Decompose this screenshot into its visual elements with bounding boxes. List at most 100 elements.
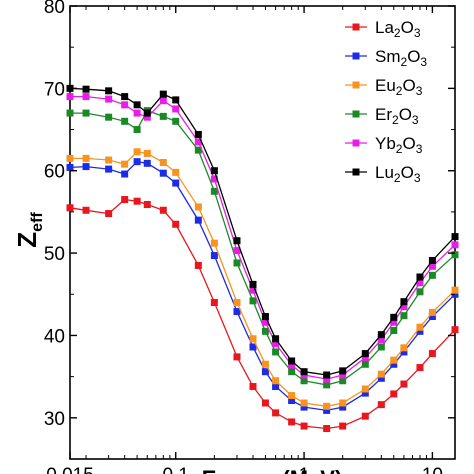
data-point xyxy=(272,348,280,356)
data-point xyxy=(288,368,296,376)
data-point xyxy=(82,154,90,162)
data-point xyxy=(172,105,180,113)
data-point xyxy=(272,409,280,417)
legend-label-subscript: 3 xyxy=(414,171,421,185)
data-point xyxy=(390,356,398,364)
data-point xyxy=(400,303,408,311)
y-axis-label-main: Z xyxy=(12,232,42,248)
legend-entry: Er2O3 xyxy=(345,105,419,127)
data-point xyxy=(288,357,296,365)
data-point xyxy=(210,239,218,247)
legend-entry: Lu2O3 xyxy=(345,163,421,185)
data-point xyxy=(233,247,241,255)
legend-label-subscript: 2 xyxy=(392,113,399,127)
data-point xyxy=(428,257,436,265)
data-point xyxy=(451,251,459,259)
data-point xyxy=(194,203,202,211)
legend-label-subscript: 3 xyxy=(416,142,423,156)
series-line xyxy=(70,151,456,407)
data-point xyxy=(249,335,257,343)
legend-label-text: Lu xyxy=(375,163,394,182)
data-point xyxy=(66,163,74,171)
legend-entry: Yb2O3 xyxy=(345,134,423,156)
data-point xyxy=(172,168,180,176)
data-point xyxy=(261,368,269,376)
y-tick-label: 80 xyxy=(44,0,65,18)
data-point xyxy=(361,350,369,358)
legend-label: Lu2O3 xyxy=(375,163,421,185)
data-point xyxy=(416,279,424,287)
data-point xyxy=(377,331,385,339)
data-point xyxy=(66,109,74,117)
data-point xyxy=(416,323,424,331)
data-point xyxy=(105,210,113,218)
series-la2o3 xyxy=(66,196,459,433)
legend-label-text: Er xyxy=(375,105,392,124)
data-point xyxy=(249,297,257,305)
x-tick-label: 10 xyxy=(422,465,443,474)
data-point xyxy=(233,237,241,245)
legend-entry: La2O3 xyxy=(345,18,421,40)
data-point xyxy=(400,298,408,306)
legend-marker xyxy=(352,52,360,60)
data-point xyxy=(82,93,90,101)
data-point xyxy=(82,85,90,93)
data-point xyxy=(339,403,347,411)
data-point xyxy=(272,340,280,348)
x-tick-label: 0.015 xyxy=(46,465,94,474)
legend-label: La2O3 xyxy=(375,18,421,40)
x-tick-label: 0.1 xyxy=(163,465,189,474)
data-point xyxy=(288,392,296,400)
data-point xyxy=(377,401,385,409)
data-point xyxy=(261,313,269,321)
series-yb2o3 xyxy=(66,93,459,383)
data-point xyxy=(390,390,398,398)
data-point xyxy=(361,389,369,397)
data-point xyxy=(121,117,129,125)
legend-marker xyxy=(352,168,360,176)
data-point xyxy=(66,204,74,212)
data-point xyxy=(416,288,424,296)
legend-marker xyxy=(352,110,360,118)
data-point xyxy=(339,377,347,385)
data-point xyxy=(361,385,369,393)
legend-label-text: O xyxy=(401,163,414,182)
data-point xyxy=(400,380,408,388)
legend-label-subscript: 3 xyxy=(412,113,419,127)
data-point xyxy=(121,196,129,204)
data-point xyxy=(159,90,167,98)
data-point xyxy=(210,299,218,307)
legend-label-subscript: 2 xyxy=(396,142,403,156)
data-point xyxy=(210,175,218,183)
data-point xyxy=(323,402,331,410)
series-layer xyxy=(66,84,459,433)
y-tick-label: 70 xyxy=(44,79,65,100)
axis-layer: 30 40 50 60 70 80 0.015 0.1 1 10 xyxy=(44,0,455,474)
y-tick-label: 40 xyxy=(44,326,65,347)
plot-frame xyxy=(69,5,456,460)
data-point xyxy=(143,159,151,167)
data-point xyxy=(159,158,167,166)
y-axis-label: Zeff xyxy=(12,212,46,248)
data-point xyxy=(272,335,280,343)
data-point xyxy=(105,165,113,173)
data-point xyxy=(416,327,424,335)
legend-label-text: Yb xyxy=(375,134,396,153)
legend-label-text: O xyxy=(402,134,415,153)
data-point xyxy=(428,271,436,279)
data-point xyxy=(451,233,459,241)
data-point xyxy=(105,87,113,95)
data-point xyxy=(233,259,241,267)
data-point xyxy=(428,313,436,321)
legend-label: Yb2O3 xyxy=(375,134,423,156)
data-point xyxy=(143,149,151,157)
data-point xyxy=(121,160,129,168)
series-eu2o3 xyxy=(66,148,459,410)
y-tick-label: 60 xyxy=(44,162,65,183)
x-tick-label: 1 xyxy=(299,465,310,474)
data-point xyxy=(400,344,408,352)
data-point xyxy=(323,406,331,414)
data-point xyxy=(400,348,408,356)
